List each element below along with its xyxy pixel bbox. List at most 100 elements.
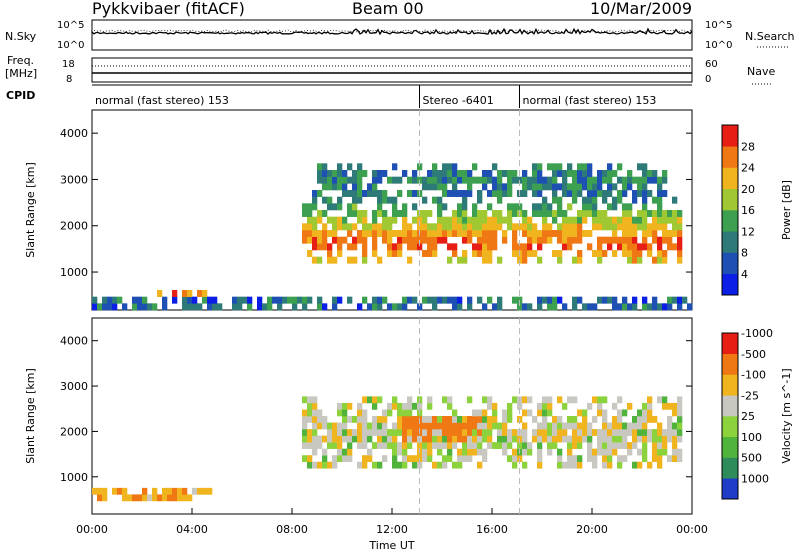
heatmap-cell: [322, 243, 328, 251]
heatmap-cell: [482, 435, 488, 443]
heatmap-cell: [352, 243, 358, 251]
heatmap-cell: [357, 190, 363, 197]
heatmap-cell: [192, 303, 198, 311]
heatmap-cell: [187, 494, 193, 502]
heatmap-cell: [392, 461, 398, 469]
heatmap-cell: [392, 176, 398, 184]
heatmap-cell: [647, 303, 653, 311]
heatmap-cell: [347, 402, 353, 410]
heatmap-cell: [472, 429, 478, 436]
heatmap-cell: [302, 303, 308, 311]
heatmap-cell: [402, 230, 408, 237]
heatmap-cell: [592, 183, 598, 191]
heatmap-cell: [667, 402, 673, 410]
heatmap-cell: [487, 216, 493, 224]
heatmap-cell: [597, 210, 603, 217]
heatmap-cell: [302, 210, 308, 217]
heatmap-cell: [387, 230, 393, 237]
heatmap-cell: [637, 448, 643, 456]
heatmap-cell: [282, 296, 288, 304]
heatmap-cell: [512, 210, 518, 217]
heatmap-cell: [642, 216, 648, 224]
x-tick-label: 00:00: [76, 523, 108, 536]
y-tick-label: 3000: [60, 380, 88, 393]
heatmap-cell: [647, 396, 653, 404]
heatmap-cell: [612, 196, 618, 204]
x-tick-label: 16:00: [476, 523, 508, 536]
heatmap-cell: [387, 435, 393, 443]
heatmap-cell: [522, 256, 528, 264]
heatmap-cell: [337, 442, 343, 449]
heatmap-cell: [507, 203, 513, 211]
heatmap-cell: [627, 183, 633, 191]
power-ylabel: Slant Range [km]: [24, 162, 37, 258]
heatmap-cell: [307, 455, 313, 463]
heatmap-cell: [577, 230, 583, 237]
heatmap-cell: [607, 203, 613, 211]
heatmap-cell: [612, 429, 618, 436]
heatmap-cell: [362, 230, 368, 237]
heatmap-cell: [607, 170, 613, 177]
heatmap-cell: [592, 461, 598, 469]
heatmap-cell: [552, 183, 558, 191]
heatmap-cell: [442, 236, 448, 244]
heatmap-cell: [487, 243, 493, 251]
heatmap-cell: [317, 303, 323, 311]
heatmap-cell: [602, 170, 608, 177]
heatmap-cell: [582, 203, 588, 211]
heatmap-cell: [512, 203, 518, 211]
heatmap-cell: [332, 203, 338, 211]
heatmap-cell: [467, 422, 473, 430]
heatmap-cell: [597, 223, 603, 231]
heatmap-cell: [597, 256, 603, 264]
heatmap-cell: [537, 203, 543, 211]
heatmap-cell: [602, 296, 608, 304]
heatmap-cell: [657, 203, 663, 211]
heatmap-cell: [342, 190, 348, 197]
heatmap-cell: [302, 416, 308, 423]
heatmap-cell: [347, 448, 353, 456]
heatmap-cell: [382, 196, 388, 204]
heatmap-cell: [452, 461, 458, 469]
heatmap-cell: [537, 448, 543, 456]
heatmap-cell: [367, 190, 373, 197]
heatmap-cell: [632, 216, 638, 224]
heatmap-cell: [412, 190, 418, 197]
heatmap-cell: [492, 183, 498, 191]
heatmap-cell: [572, 303, 578, 311]
heatmap-cell: [492, 230, 498, 237]
heatmap-cell: [342, 409, 348, 417]
heatmap-cell: [612, 416, 618, 423]
heatmap-cell: [477, 422, 483, 430]
heatmap-cell: [662, 402, 668, 410]
heatmap-cell: [492, 216, 498, 224]
heatmap-cell: [592, 455, 598, 463]
heatmap-cell: [437, 203, 443, 211]
heatmap-cell: [337, 409, 343, 417]
heatmap-cell: [397, 236, 403, 244]
heatmap-cell: [452, 409, 458, 417]
heatmap-cell: [512, 230, 518, 237]
heatmap-cell: [502, 442, 508, 449]
heatmap-cell: [492, 416, 498, 423]
heatmap-cell: [477, 250, 483, 257]
freq-panel-frame: [91, 57, 693, 83]
heatmap-cell: [397, 409, 403, 417]
heatmap-cell: [357, 163, 363, 171]
heatmap-cell: [652, 429, 658, 436]
heatmap-cell: [557, 196, 563, 204]
heatmap-cell: [447, 176, 453, 184]
heatmap-cell: [602, 210, 608, 217]
heatmap-cell: [642, 422, 648, 430]
heatmap-cell: [307, 230, 313, 237]
heatmap-cell: [322, 236, 328, 244]
heatmap-cell: [302, 296, 308, 304]
heatmap-cell: [412, 455, 418, 463]
heatmap-cell: [612, 170, 618, 177]
heatmap-cell: [672, 429, 678, 436]
heatmap-cell: [627, 243, 633, 251]
velocity-cells: [92, 318, 683, 514]
heatmap-cell: [382, 422, 388, 430]
heatmap-cell: [587, 303, 593, 311]
heatmap-cell: [332, 183, 338, 191]
